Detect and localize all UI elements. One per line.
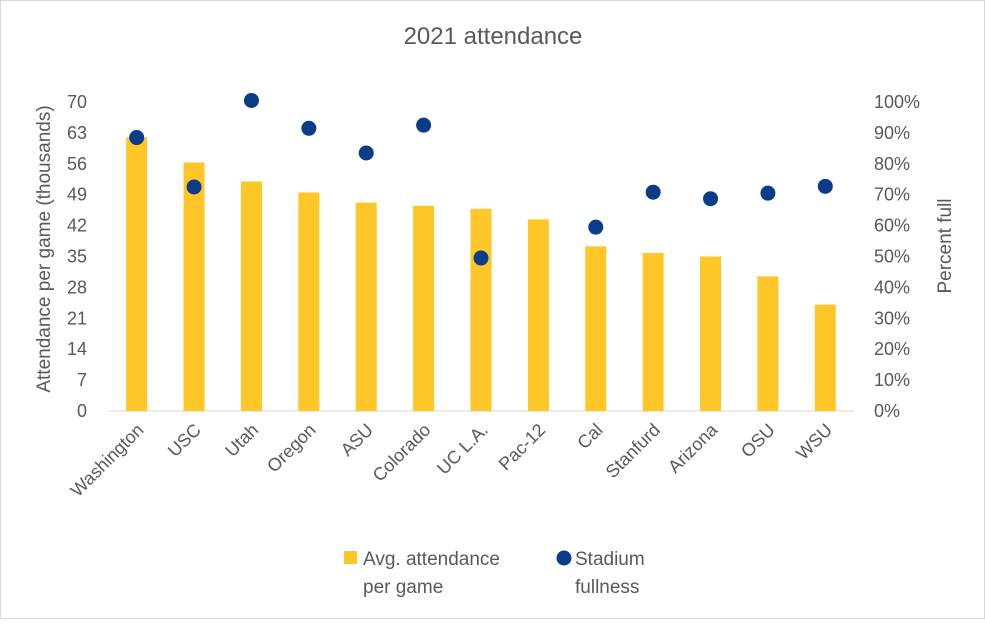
y-tick-label: 56 [67,154,87,174]
y2-tick-label: 50% [874,247,910,267]
y2-tick-label: 90% [874,123,910,143]
bar-colorado [413,205,435,411]
point-utah [243,92,259,108]
legend: Avg. attendance per game Stadium fullness [344,549,645,598]
y-tick-label: 35 [67,247,87,267]
y-tick-label: 0 [77,401,87,421]
y2-tick-label: 100% [874,92,920,112]
point-stanfurd [645,184,661,200]
legend-label-fullness: Stadium [575,549,645,570]
y-tick-label: 42 [67,216,87,236]
x-tick-label: Oregon [263,420,320,477]
y2-tick-label: 80% [874,154,910,174]
point-washington [129,130,145,146]
x-tick-label: Colorado [369,420,435,486]
y2-tick-label: 70% [874,185,910,205]
y-tick-label: 63 [67,123,87,143]
y2-tick-label: 60% [874,216,910,236]
legend-label-attendance: Avg. attendance [363,549,500,570]
y-tick-label: 28 [67,277,87,297]
bar-cal [585,246,607,411]
bar-oregon [298,192,320,411]
x-tick-label: Pac-12 [495,420,549,474]
bar-stanfurd [642,252,664,411]
bar-usc [183,162,205,411]
bar-washington [126,137,148,412]
y-tick-label: 70 [67,92,87,112]
y-axis-label: Attendance per game (thousands) [34,105,55,392]
y2-axis-label: Percent full [935,198,956,293]
x-tick-label: Stanfurd [602,420,664,482]
legend-swatch-attendance [344,551,357,564]
y2-tick-label: 10% [874,370,910,390]
y2-tick-label: 30% [874,308,910,328]
y-tick-label: 14 [67,339,87,359]
x-tick-label: OSU [737,420,779,462]
plot-area: 0 7 14 21 28 35 42 49 56 63 70 0% 10% 20% 30% 40% 50% 60%… [67,92,920,501]
y-tick-label: 21 [67,308,87,328]
point-osu [760,185,776,201]
bar-asu [355,202,377,411]
y-tick-label: 49 [67,185,87,205]
y-tick-label: 7 [77,370,87,390]
y2-tick-label: 40% [874,277,910,297]
x-tick-label: WSU [792,420,836,464]
y2-tick-label: 20% [874,339,910,359]
legend-label-fullness: fullness [575,577,639,598]
legend-label-attendance: per game [363,577,443,598]
x-tick-label: USC [164,420,205,461]
bar-pac-12 [527,219,549,411]
point-usc [186,179,202,195]
point-wsu [817,178,833,194]
point-arizona [703,191,719,207]
bar-osu [757,276,779,411]
bar-arizona [700,256,722,411]
x-tick-label: Washington [67,420,148,501]
y2-tick-label: 0% [874,401,900,421]
x-tick-label: Arizona [664,419,722,477]
bar-wsu [814,304,836,411]
x-tick-label: Utah [221,420,262,461]
point-uc-l-a- [473,250,489,266]
bar-utah [240,181,262,411]
bar-uc-l-a- [470,208,492,411]
point-oregon [301,120,317,136]
point-colorado [416,117,432,133]
x-tick-label: Cal [573,420,606,453]
chart-title: 2021 attendance [404,23,583,50]
x-tick-label: ASU [337,420,377,460]
x-tick-label: UC L.A. [433,420,492,479]
legend-marker-fullness [556,550,572,566]
point-asu [358,145,374,161]
point-cal [588,219,604,235]
